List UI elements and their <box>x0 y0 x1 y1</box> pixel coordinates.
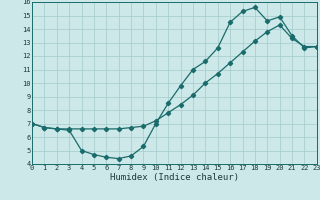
X-axis label: Humidex (Indice chaleur): Humidex (Indice chaleur) <box>110 173 239 182</box>
